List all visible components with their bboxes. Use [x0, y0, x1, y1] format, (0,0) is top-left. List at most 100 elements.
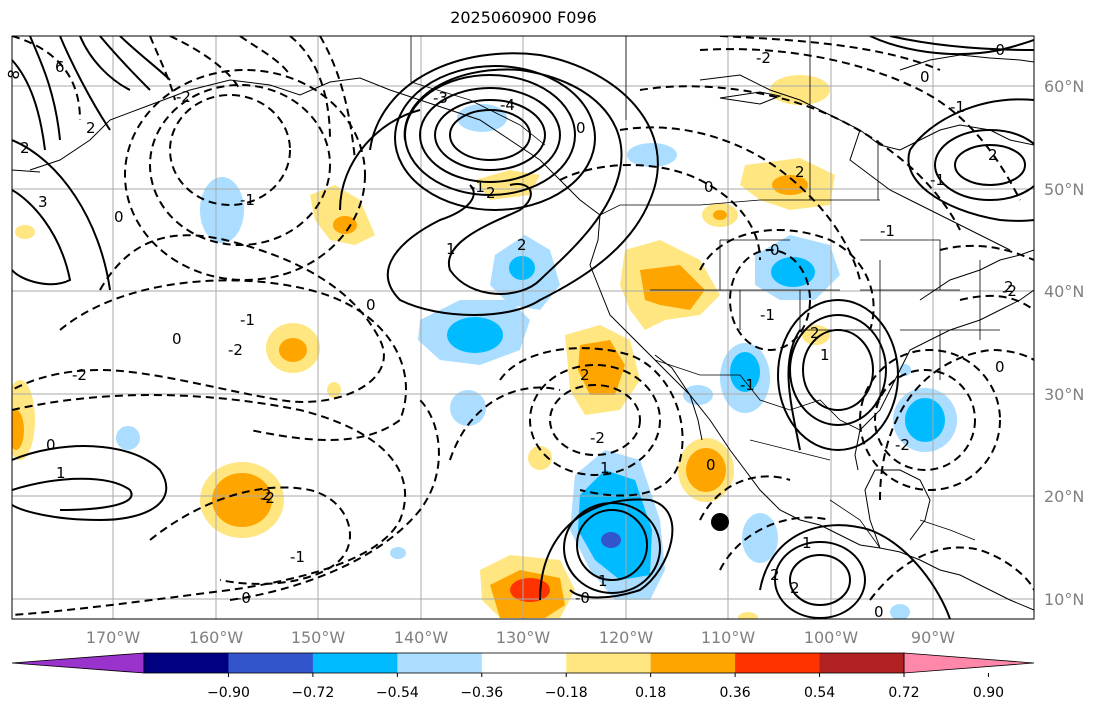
- lat-label: 30°N: [1044, 385, 1084, 404]
- contour-label: -2: [1002, 282, 1017, 300]
- colorbar-tick-label: −0.36: [460, 685, 503, 701]
- shade-neg: [905, 398, 945, 442]
- contour-label: 1: [600, 459, 610, 477]
- lat-label: 60°N: [1044, 77, 1084, 96]
- colorbar-segment: [144, 653, 229, 673]
- contour-label: -2: [228, 341, 243, 359]
- shade-pos: [12, 410, 24, 450]
- colorbar-tick-label: −0.72: [291, 685, 334, 701]
- contour-label: -1: [240, 191, 255, 209]
- storm-position-marker: [711, 513, 729, 531]
- contour-label: -1: [880, 222, 895, 240]
- contour-label: -2: [590, 429, 605, 447]
- contour-label: -1: [930, 171, 945, 189]
- contour-label: -1: [470, 178, 485, 196]
- contour-label: -0: [236, 589, 251, 607]
- contour-label: 0: [46, 436, 56, 454]
- contour-label: -0: [990, 41, 1005, 59]
- lon-label: 110°W: [701, 628, 756, 647]
- shade-pos: [212, 473, 272, 527]
- contour-label: -1: [740, 376, 755, 394]
- colorbar-tick-label: −0.18: [545, 685, 588, 701]
- lat-label: 40°N: [1044, 282, 1084, 301]
- shade-neg: [390, 547, 406, 559]
- shade-pos: [528, 446, 552, 470]
- colorbar-segment: [397, 653, 483, 673]
- colorbar-tick-label: 0.36: [720, 685, 751, 701]
- contour-label: 2: [262, 486, 272, 504]
- contour-label: 1: [820, 346, 830, 364]
- contour-label: 0: [706, 456, 716, 474]
- lat-label: 10°N: [1044, 590, 1084, 609]
- shade-pos: [713, 210, 727, 220]
- contour-label: 0: [366, 296, 376, 314]
- contour-label: 2: [20, 139, 30, 157]
- lat-label: 50°N: [1044, 180, 1084, 199]
- contour-label: 0: [576, 119, 586, 137]
- positive-anomaly-shading: [12, 75, 835, 619]
- contour-label: 0: [114, 208, 124, 226]
- shade-neg: [200, 177, 244, 243]
- contour-labels: 8 6 2 -2 3 0 2 -3 -4 0 -2 0 -1 1 2 -1 0 …: [4, 41, 1017, 621]
- shade-pos: [15, 225, 35, 239]
- contour-label: 2: [790, 579, 800, 597]
- contour-label: 2: [770, 566, 780, 584]
- colorbar-tick-label: −0.54: [376, 685, 419, 701]
- contour-label: 0: [172, 330, 182, 348]
- shade-pos: [686, 448, 726, 492]
- shade-neg: [509, 256, 535, 280]
- shade-neg: [771, 257, 815, 287]
- lon-label: 140°W: [394, 628, 449, 647]
- colorbar-segment: [312, 653, 398, 673]
- colorbar-segment: [228, 653, 314, 673]
- contour-label: 8: [4, 68, 23, 81]
- contour-label: -4: [500, 96, 515, 114]
- contour-label: -2: [176, 88, 191, 106]
- map-title: 2025060900 F096: [450, 8, 597, 27]
- contour-label: 0: [920, 68, 930, 86]
- shade-pos: [640, 265, 705, 310]
- latitude-axis: 60°N 50°N 40°N 30°N 20°N 10°N: [1044, 77, 1084, 609]
- colorbar-tick-label: 0.90: [973, 685, 1004, 701]
- contour-label: -1: [240, 311, 255, 329]
- lon-label: 170°W: [86, 628, 141, 647]
- contour-label: 2: [795, 163, 805, 181]
- shade-neg: [447, 317, 503, 353]
- colorbar-tick-label: 0.18: [635, 685, 666, 701]
- graticule: [12, 36, 1034, 619]
- shade-neg: [627, 143, 677, 167]
- shade-neg: [683, 385, 713, 405]
- lon-label: 120°W: [599, 628, 654, 647]
- shade-pos: [327, 382, 341, 398]
- lon-label: 160°W: [189, 628, 244, 647]
- contour-label: 0: [704, 178, 714, 196]
- shade-pos: [510, 578, 550, 602]
- contour-label: -1: [950, 98, 965, 116]
- colorbar-segment: [650, 653, 736, 673]
- colorbar-tick-label: −0.90: [207, 685, 250, 701]
- contour-label: 2: [810, 324, 820, 342]
- dashed-contours: [12, 36, 1034, 616]
- shade-pos: [770, 75, 830, 105]
- solid-contours: [12, 36, 1034, 619]
- shade-pos: [738, 612, 758, 619]
- lon-label: 150°W: [291, 628, 346, 647]
- colorbar-extend-low: [11, 652, 145, 674]
- contour-label: 3: [38, 193, 48, 211]
- colorbar-segment: [819, 653, 905, 673]
- contour-label: -2: [260, 489, 275, 507]
- lon-label: 130°W: [496, 628, 551, 647]
- contour-label: -2: [895, 436, 910, 454]
- shade-pos: [333, 216, 357, 234]
- contour-label: -2: [756, 49, 771, 67]
- shade-pos: [279, 338, 307, 362]
- shade-pos: [475, 170, 540, 200]
- colorbar-segment: [735, 653, 821, 673]
- shade-neg: [601, 532, 621, 548]
- contour-label: 0: [995, 358, 1005, 376]
- contour-label: 6: [55, 58, 65, 76]
- contour-label: 0: [770, 241, 780, 259]
- contour-label: 2: [1004, 278, 1014, 296]
- contour-label: -0: [575, 589, 590, 607]
